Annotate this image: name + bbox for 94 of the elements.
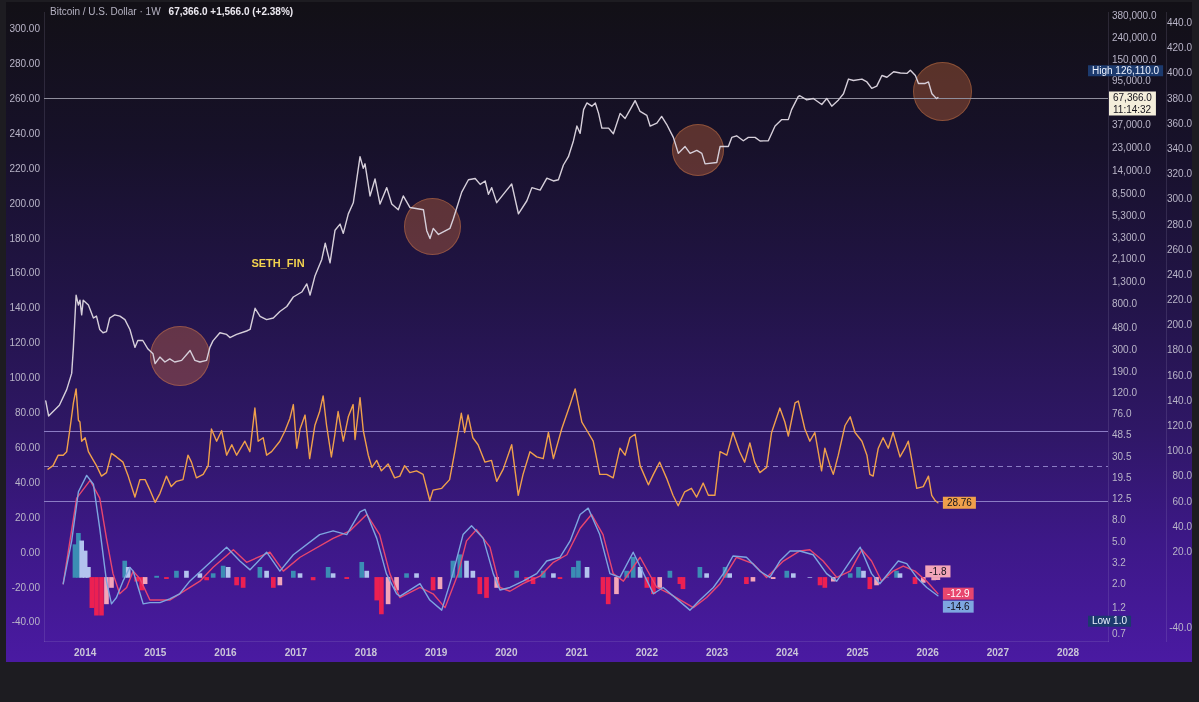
y2-tick-label: 180.00 [9, 232, 41, 244]
x-tick-label: 2018 [354, 646, 378, 658]
y3-tick-label: 180.0 [1166, 344, 1193, 356]
y2-tick-label: 80.00 [14, 407, 41, 419]
x-tick-label: 2023 [705, 646, 729, 658]
x-tick-label: 2016 [214, 646, 238, 658]
y-tick-label: 150,000.0 [1112, 53, 1157, 65]
y-tick-label: 1.2 [1112, 602, 1127, 614]
y2-tick-label: 260.00 [9, 92, 41, 104]
y3-tick-label: 20.0 [1172, 545, 1193, 557]
y-tick-label: 12.5 [1112, 492, 1132, 504]
y2-tick-label: 0.00 [20, 546, 41, 558]
y-tick-label: 5,300.0 [1112, 210, 1146, 222]
y-tick-label: 800.0 [1112, 298, 1138, 310]
data-label: -12.9 [946, 587, 971, 599]
y-tick-label: 120.0 [1112, 387, 1138, 399]
y2-tick-label: 120.00 [9, 337, 41, 349]
x-tick-label: 2026 [916, 646, 940, 658]
y2-tick-label: 160.00 [9, 267, 41, 279]
y-tick-label: 380,000.0 [1112, 10, 1157, 22]
y-tick-label: 5.0 [1112, 535, 1127, 547]
y3-tick-label: 240.0 [1166, 268, 1193, 280]
y3-tick-label: 120.0 [1166, 420, 1193, 432]
y2-tick-label: -40.00 [11, 616, 41, 628]
x-tick-label: 2028 [1056, 646, 1080, 658]
y-tick-label: 76.0 [1112, 408, 1132, 420]
data-label: -14.6 [946, 600, 971, 612]
y3-tick-label: 220.0 [1166, 294, 1193, 306]
y-tick-label: 37,000.0 [1112, 119, 1152, 131]
y3-tick-label: 380.0 [1166, 92, 1193, 104]
y2-tick-label: 140.00 [9, 302, 41, 314]
y-tick-label: 23,000.0 [1112, 141, 1152, 153]
y-tick-label: 2,100.0 [1112, 253, 1146, 265]
data-label: 28.76 [946, 496, 973, 508]
y3-tick-label: 340.0 [1166, 143, 1193, 155]
y-tick-label: 1,300.0 [1112, 275, 1146, 287]
y2-tick-label: 200.00 [9, 197, 41, 209]
chart-subtitle: 67,366.0 +1,566.0 (+2.38%) [168, 5, 294, 17]
x-tick-label: 2024 [776, 646, 799, 658]
y3-tick-label: 60.0 [1172, 495, 1193, 507]
x-tick-label: 2014 [74, 646, 97, 658]
annotation: High 126,110.0 [1092, 65, 1160, 77]
y-tick-label: 3.2 [1112, 556, 1127, 568]
x-tick-label: 2019 [425, 646, 448, 658]
data-label: -1.8 [929, 565, 947, 577]
y-tick-label: 2.0 [1112, 578, 1127, 590]
x-tick-label: 2021 [565, 646, 589, 658]
x-tick-label: 2017 [284, 646, 308, 658]
y-tick-label: 8,500.0 [1112, 188, 1146, 200]
y-tick-label: 300.0 [1112, 344, 1138, 356]
y-tick-label: 19.5 [1112, 472, 1132, 484]
y-tick-label: 3,300.0 [1112, 232, 1146, 244]
ref-line-label: 67,366.0 11:14:32 [1113, 91, 1153, 115]
y-tick-label: 0.7 [1112, 627, 1127, 639]
y3-tick-label: 440.0 [1166, 17, 1193, 29]
y-tick-label: 240,000.0 [1112, 31, 1157, 43]
y3-tick-label: 80.0 [1172, 470, 1193, 482]
x-tick-label: 2027 [986, 646, 1010, 658]
y3-tick-label: -40.0 [1169, 621, 1193, 633]
y3-tick-label: 360.0 [1166, 117, 1193, 129]
y2-tick-label: -20.00 [11, 581, 41, 593]
y-tick-label: 48.5 [1112, 429, 1132, 441]
annotation: SETH_FIN [251, 256, 305, 269]
y-tick-label: 95,000.0 [1112, 75, 1152, 87]
annotation: Low 1.0 [1092, 615, 1128, 627]
y3-tick-label: 420.0 [1166, 42, 1193, 54]
x-tick-label: 2022 [635, 646, 659, 658]
y2-tick-label: 40.00 [14, 476, 41, 488]
chart-title: Bitcoin / U.S. Dollar · 1W [50, 5, 162, 17]
y2-tick-label: 20.00 [14, 511, 41, 523]
y3-tick-label: 160.0 [1166, 369, 1193, 381]
y3-tick-label: 320.0 [1166, 168, 1193, 180]
y-tick-label: 8.0 [1112, 513, 1127, 525]
x-tick-label: 2015 [144, 646, 167, 658]
y2-tick-label: 220.00 [9, 162, 41, 174]
y2-tick-label: 240.00 [9, 127, 41, 139]
y3-tick-label: 260.0 [1166, 243, 1193, 255]
y3-tick-label: 140.0 [1166, 394, 1193, 406]
x-tick-label: 2020 [495, 646, 518, 658]
y3-tick-label: 400.0 [1166, 67, 1193, 79]
y3-tick-label: 300.0 [1166, 193, 1193, 205]
y2-tick-label: 300.00 [9, 23, 41, 35]
y-tick-label: 30.5 [1112, 451, 1132, 463]
y-tick-label: 190.0 [1112, 365, 1138, 377]
y-tick-label: 14,000.0 [1112, 164, 1152, 176]
y2-tick-label: 100.00 [9, 372, 41, 384]
y3-tick-label: 280.0 [1166, 218, 1193, 230]
y2-tick-label: 60.00 [14, 441, 41, 453]
y-tick-label: 480.0 [1112, 322, 1138, 334]
y3-tick-label: 100.0 [1166, 445, 1193, 457]
x-tick-label: 2025 [846, 646, 870, 658]
y2-tick-label: 280.00 [9, 58, 41, 70]
y3-tick-label: 200.0 [1166, 319, 1193, 331]
y3-tick-label: 40.0 [1172, 520, 1193, 532]
